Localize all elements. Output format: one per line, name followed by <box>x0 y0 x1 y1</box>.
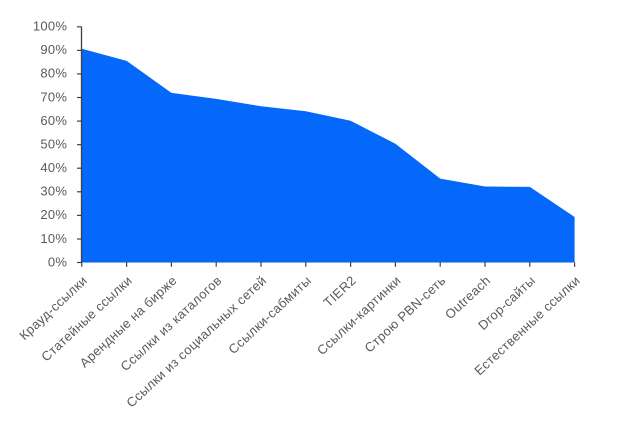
svg-text:50%: 50% <box>40 137 67 152</box>
svg-text:100%: 100% <box>33 19 68 34</box>
svg-text:Строю PBN-сеть: Строю PBN-сеть <box>361 273 448 356</box>
svg-text:70%: 70% <box>40 89 67 104</box>
svg-text:40%: 40% <box>40 160 67 175</box>
svg-text:80%: 80% <box>40 66 67 81</box>
svg-text:10%: 10% <box>40 231 67 246</box>
svg-text:30%: 30% <box>40 184 67 199</box>
svg-text:Ссылки-сабмиты: Ссылки-сабмиты <box>225 273 314 357</box>
svg-text:Ссылки-картинки: Ссылки-картинки <box>314 273 404 358</box>
svg-text:0%: 0% <box>48 254 68 269</box>
svg-text:TIER2: TIER2 <box>320 273 358 310</box>
svg-text:60%: 60% <box>40 113 67 128</box>
svg-text:90%: 90% <box>40 42 67 57</box>
svg-text:20%: 20% <box>40 207 67 222</box>
